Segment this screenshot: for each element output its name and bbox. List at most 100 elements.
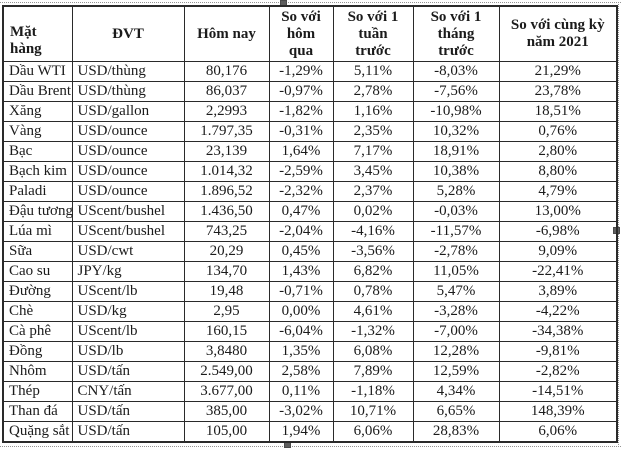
commodity-name-cell[interactable]: Vàng <box>2 121 73 142</box>
vs-yesterday-cell[interactable]: 0,00% <box>268 301 334 322</box>
commodity-name-cell[interactable]: Chè <box>2 301 73 322</box>
unit-cell[interactable]: USD/lb <box>71 341 185 362</box>
vs-month-cell[interactable]: -7,56% <box>412 81 500 102</box>
commodity-name-cell[interactable]: Dầu WTI <box>2 61 73 82</box>
today-price-cell[interactable]: 1.797,35 <box>183 121 270 142</box>
today-price-cell[interactable]: 20,29 <box>183 241 270 262</box>
commodity-name-cell[interactable]: Bạc <box>2 141 73 162</box>
vs-yesterday-cell[interactable]: 1,43% <box>268 261 334 282</box>
unit-cell[interactable]: UScent/bushel <box>71 221 185 242</box>
commodity-name-cell[interactable]: Thép <box>2 381 73 402</box>
vs-yesterday-cell[interactable]: -2,04% <box>268 221 334 242</box>
commodity-name-cell[interactable]: Xăng <box>2 101 73 122</box>
vs-month-cell[interactable]: 10,32% <box>412 121 500 142</box>
commodity-name-cell[interactable]: Nhôm <box>2 361 73 382</box>
vs-2021-cell[interactable]: 4,79% <box>498 181 618 202</box>
vs-month-cell[interactable]: 6,65% <box>412 401 500 422</box>
vs-2021-cell[interactable]: 23,78% <box>498 81 618 102</box>
unit-cell[interactable]: USD/tấn <box>71 421 185 442</box>
header-vs-2021[interactable]: So với cùng kỳ năm 2021 <box>498 5 618 62</box>
vs-2021-cell[interactable]: 8,80% <box>498 161 618 182</box>
vs-month-cell[interactable]: -7,00% <box>412 321 500 342</box>
vs-month-cell[interactable]: -3,28% <box>412 301 500 322</box>
today-price-cell[interactable]: 86,037 <box>183 81 270 102</box>
vs-2021-cell[interactable]: 6,06% <box>498 421 618 442</box>
vs-month-cell[interactable]: -11,57% <box>412 221 500 242</box>
header-unit[interactable]: ĐVT <box>71 5 185 62</box>
commodity-name-cell[interactable]: Đồng <box>2 341 73 362</box>
header-vs-yesterday[interactable]: So với hôm qua <box>268 5 334 62</box>
vs-week-cell[interactable]: 1,16% <box>332 101 414 122</box>
vs-week-cell[interactable]: -3,56% <box>332 241 414 262</box>
vs-week-cell[interactable]: 2,35% <box>332 121 414 142</box>
vs-yesterday-cell[interactable]: -3,02% <box>268 401 334 422</box>
commodity-name-cell[interactable]: Sữa <box>2 241 73 262</box>
vs-2021-cell[interactable]: -22,41% <box>498 261 618 282</box>
unit-cell[interactable]: USD/ounce <box>71 121 185 142</box>
header-vs-week[interactable]: So với 1 tuần trước <box>332 5 414 62</box>
unit-cell[interactable]: USD/kg <box>71 301 185 322</box>
vs-week-cell[interactable]: 0,02% <box>332 201 414 222</box>
vs-month-cell[interactable]: 18,91% <box>412 141 500 162</box>
vs-2021-cell[interactable]: 2,80% <box>498 141 618 162</box>
vs-2021-cell[interactable]: -6,98% <box>498 221 618 242</box>
vs-month-cell[interactable]: 28,83% <box>412 421 500 442</box>
vs-week-cell[interactable]: -4,16% <box>332 221 414 242</box>
unit-cell[interactable]: USD/gallon <box>71 101 185 122</box>
vs-yesterday-cell[interactable]: -2,32% <box>268 181 334 202</box>
commodity-name-cell[interactable]: Cà phê <box>2 321 73 342</box>
header-today[interactable]: Hôm nay <box>183 5 270 62</box>
today-price-cell[interactable]: 2,2993 <box>183 101 270 122</box>
unit-cell[interactable]: USD/ounce <box>71 161 185 182</box>
vs-week-cell[interactable]: 7,89% <box>332 361 414 382</box>
vs-yesterday-cell[interactable]: -0,71% <box>268 281 334 302</box>
vs-yesterday-cell[interactable]: 1,64% <box>268 141 334 162</box>
vs-week-cell[interactable]: 2,78% <box>332 81 414 102</box>
commodity-name-cell[interactable]: Cao su <box>2 261 73 282</box>
unit-cell[interactable]: USD/ounce <box>71 141 185 162</box>
commodity-name-cell[interactable]: Đậu tương <box>2 201 73 222</box>
vs-2021-cell[interactable]: 21,29% <box>498 61 618 82</box>
vs-yesterday-cell[interactable]: -0,97% <box>268 81 334 102</box>
commodity-name-cell[interactable]: Đường <box>2 281 73 302</box>
vs-yesterday-cell[interactable]: 0,47% <box>268 201 334 222</box>
vs-yesterday-cell[interactable]: -6,04% <box>268 321 334 342</box>
today-price-cell[interactable]: 160,15 <box>183 321 270 342</box>
vs-week-cell[interactable]: 6,82% <box>332 261 414 282</box>
vs-week-cell[interactable]: -1,18% <box>332 381 414 402</box>
vs-week-cell[interactable]: 4,61% <box>332 301 414 322</box>
vs-month-cell[interactable]: 12,59% <box>412 361 500 382</box>
vs-month-cell[interactable]: -0,03% <box>412 201 500 222</box>
today-price-cell[interactable]: 19,48 <box>183 281 270 302</box>
unit-cell[interactable]: UScent/lb <box>71 281 185 302</box>
vs-week-cell[interactable]: 0,78% <box>332 281 414 302</box>
vs-month-cell[interactable]: 10,38% <box>412 161 500 182</box>
vs-week-cell[interactable]: 5,11% <box>332 61 414 82</box>
today-price-cell[interactable]: 2,95 <box>183 301 270 322</box>
vs-2021-cell[interactable]: 3,89% <box>498 281 618 302</box>
vs-week-cell[interactable]: 6,08% <box>332 341 414 362</box>
unit-cell[interactable]: USD/ounce <box>71 181 185 202</box>
unit-cell[interactable]: UScent/lb <box>71 321 185 342</box>
commodity-name-cell[interactable]: Bạch kim <box>2 161 73 182</box>
vs-month-cell[interactable]: 5,47% <box>412 281 500 302</box>
vs-week-cell[interactable]: 2,37% <box>332 181 414 202</box>
vs-yesterday-cell[interactable]: 2,58% <box>268 361 334 382</box>
vs-2021-cell[interactable]: -9,81% <box>498 341 618 362</box>
unit-cell[interactable]: USD/thùng <box>71 81 185 102</box>
today-price-cell[interactable]: 134,70 <box>183 261 270 282</box>
vs-yesterday-cell[interactable]: 1,94% <box>268 421 334 442</box>
vs-yesterday-cell[interactable]: 0,11% <box>268 381 334 402</box>
unit-cell[interactable]: USD/tấn <box>71 361 185 382</box>
header-commodity[interactable]: Mặt hàng <box>2 5 73 62</box>
today-price-cell[interactable]: 3.677,00 <box>183 381 270 402</box>
today-price-cell[interactable]: 743,25 <box>183 221 270 242</box>
unit-cell[interactable]: USD/cwt <box>71 241 185 262</box>
vs-month-cell[interactable]: 5,28% <box>412 181 500 202</box>
header-vs-month[interactable]: So với 1 tháng trước <box>412 5 500 62</box>
vs-2021-cell[interactable]: -2,82% <box>498 361 618 382</box>
vs-2021-cell[interactable]: 0,76% <box>498 121 618 142</box>
today-price-cell[interactable]: 80,176 <box>183 61 270 82</box>
vs-month-cell[interactable]: -8,03% <box>412 61 500 82</box>
vs-yesterday-cell[interactable]: 0,45% <box>268 241 334 262</box>
